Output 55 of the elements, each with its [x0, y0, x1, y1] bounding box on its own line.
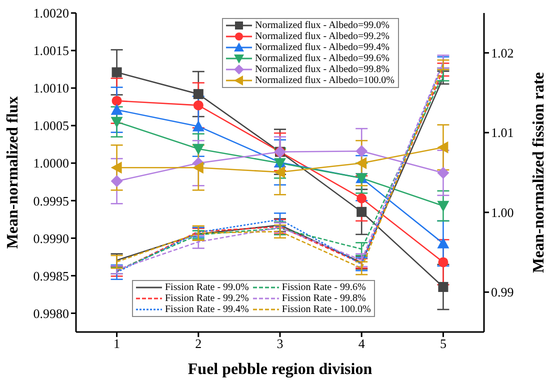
x-axis-title: Fuel pebble region division — [188, 361, 372, 378]
y2-tick-label: 0.99 — [491, 284, 514, 300]
x-tick-label: 2 — [195, 336, 202, 352]
point — [193, 89, 204, 100]
point — [110, 116, 123, 128]
point — [437, 237, 450, 248]
x-tick-label: 1 — [114, 336, 120, 352]
y-tick-label: 1.0010 — [33, 80, 69, 96]
y-tick-label: 0.9985 — [33, 268, 69, 284]
point — [192, 120, 204, 132]
legend-label: Normalized flux - Albedo=100.0% — [255, 75, 394, 86]
y2-tick-label: 1.00 — [491, 204, 514, 220]
legend-label: Fission Rate - 99.0% — [165, 282, 249, 293]
legend-label: Fission Rate - 99.6% — [282, 282, 366, 293]
point — [110, 104, 123, 115]
y-tick-label: 1.0015 — [33, 43, 69, 58]
legend-label: Fission Rate - 99.2% — [165, 293, 249, 304]
y2-axis-title: Mean-normalized fission rate — [530, 72, 548, 273]
y-tick-label: 0.9995 — [33, 193, 69, 208]
x-tick-label: 4 — [358, 336, 366, 352]
point — [438, 282, 448, 292]
point — [274, 166, 285, 178]
point — [192, 144, 204, 155]
y2-tick-label: 1.01 — [491, 125, 514, 140]
legend-label: Normalized flux - Albedo=99.4% — [255, 42, 390, 53]
x-tick-label: 5 — [440, 336, 446, 352]
point — [356, 157, 367, 170]
x-tick-label: 3 — [276, 336, 284, 352]
y-tick-label: 0.9990 — [33, 230, 69, 246]
point — [437, 166, 450, 179]
point — [192, 162, 204, 174]
legend-label: Fission Rate - 99.4% — [165, 304, 249, 315]
point — [356, 206, 367, 217]
point — [356, 193, 367, 204]
point — [437, 141, 448, 154]
point — [110, 175, 123, 188]
point — [110, 162, 122, 174]
legend-label: Normalized flux - Albedo=99.6% — [255, 53, 390, 64]
y-tick-label: 1.0020 — [33, 6, 69, 21]
y-axis-title: Mean-normalized flux — [4, 96, 22, 249]
y-tick-label: 0.9980 — [33, 306, 69, 321]
point — [112, 96, 122, 106]
legend-label: Normalized flux - Albedo=99.8% — [255, 64, 390, 75]
point — [193, 100, 204, 110]
legend-label: Fission Rate - 100.0% — [282, 304, 371, 315]
point — [356, 145, 368, 158]
y-tick-label: 1.0000 — [33, 156, 69, 171]
y2-tick-label: 1.02 — [491, 45, 514, 60]
legend-label: Normalized flux - Albedo=99.2% — [255, 31, 390, 42]
point — [112, 67, 122, 78]
point — [437, 200, 450, 212]
legend-label: Fission Rate - 99.8% — [282, 293, 366, 304]
y-tick-label: 1.0005 — [33, 118, 69, 134]
legend-label: Normalized flux - Albedo=99.0% — [255, 20, 390, 31]
point — [438, 257, 448, 268]
